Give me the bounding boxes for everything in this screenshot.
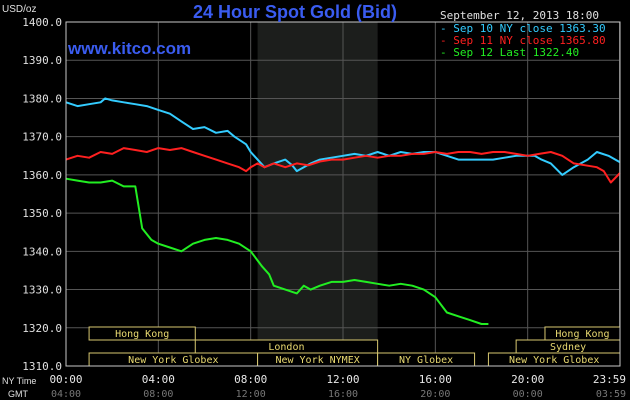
y-tick-label: 1310.0: [22, 360, 62, 373]
y-tick-label: 1330.0: [22, 284, 62, 297]
legend-entry: - Sep 10 NY close 1363.30: [440, 22, 606, 35]
market-sessions: Hong Kong Hong Kong London Sydney New York G…: [88, 326, 621, 367]
y-tick-label: 1320.0: [22, 322, 62, 335]
x-tick-label-ny: 12:00: [326, 373, 359, 386]
session-label: Hong Kong: [555, 329, 609, 340]
legend-entry: - Sep 12 Last 1322.40: [440, 46, 579, 59]
x-tick-label-ny: 20:00: [511, 373, 544, 386]
legend: - Sep 10 NY close 1363.30- Sep 11 NY clo…: [440, 22, 606, 59]
x-tick-label-gmt: 20:00: [420, 389, 450, 400]
session-label: Sydney: [550, 342, 586, 353]
y-tick-label: 1340.0: [22, 245, 62, 258]
kitco-watermark: www.kitco.com: [67, 39, 191, 58]
x-tick-label-ny: 04:00: [142, 373, 175, 386]
x-label-gmt: GMT: [8, 389, 28, 399]
x-label-ny: NY Time: [2, 376, 36, 386]
y-unit-label: USD/oz: [2, 4, 36, 15]
session-box: [88, 326, 196, 341]
y-tick-label: 1360.0: [22, 169, 62, 182]
session-label: NY Globex: [399, 355, 453, 366]
nymex-session-shade: [257, 22, 378, 366]
x-tick-label-ny: 16:00: [419, 373, 452, 386]
x-tick-label-ny: 08:00: [234, 373, 267, 386]
date-label: September 12, 2013 18:00: [440, 9, 599, 22]
price-series: [65, 97, 621, 325]
price-line: [65, 177, 489, 325]
y-tick-label: 1370.0: [22, 131, 62, 144]
x-tick-label-gmt: 04:00: [51, 389, 81, 400]
session-label: New York Globex: [509, 355, 599, 366]
session-label: New York Globex: [128, 355, 218, 366]
y-tick-label: 1380.0: [22, 92, 62, 105]
x-tick-label-gmt: 12:00: [236, 389, 266, 400]
plot-frame: [65, 21, 621, 367]
session-label: London: [268, 342, 304, 353]
session-label: Hong Kong: [115, 329, 169, 340]
x-tick-label-gmt: 16:00: [328, 389, 358, 400]
x-tick-label-gmt: 03:59: [596, 389, 626, 400]
chart-title: 24 Hour Spot Gold (Bid): [193, 2, 397, 22]
x-tick-label-gmt: 08:00: [143, 389, 173, 400]
y-axis: 1400.0 1390.0 1380.0 1370.0 1360.0 1350.0 1340…: [22, 16, 62, 373]
legend-entry: - Sep 11 NY close 1365.80: [440, 34, 606, 47]
x-axis: 00:00 04:00 04:00 08:00 08:00 12:00 12:00 16:00…: [49, 373, 626, 400]
price-line: [65, 147, 621, 184]
x-tick-label-gmt: 00:00: [513, 389, 543, 400]
y-tick-label: 1390.0: [22, 54, 62, 67]
x-tick-label-ny: 23:59: [593, 373, 626, 386]
y-tick-label: 1400.0: [22, 16, 62, 29]
session-label: New York NYMEX: [275, 355, 359, 366]
y-tick-label: 1350.0: [22, 207, 62, 220]
x-tick-label-ny: 00:00: [49, 373, 82, 386]
